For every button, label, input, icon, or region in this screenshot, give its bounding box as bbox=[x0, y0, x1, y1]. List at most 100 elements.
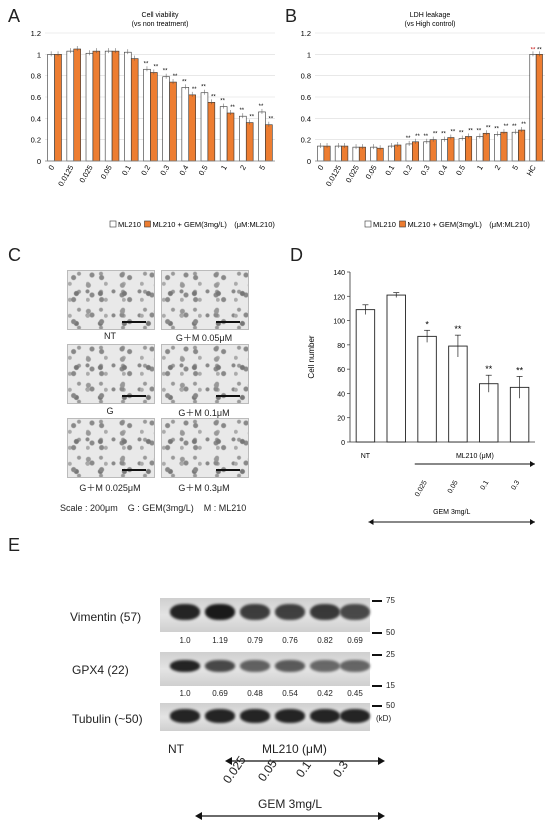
bar bbox=[124, 51, 132, 162]
ml210-arrow bbox=[225, 757, 385, 765]
tubulin-band bbox=[340, 709, 370, 723]
significance-star: ** bbox=[230, 105, 235, 111]
micrograph-gm-005 bbox=[161, 270, 249, 330]
panel-label-c: C bbox=[8, 245, 21, 265]
x-tick-label: 2 bbox=[493, 164, 503, 172]
significance-star: ** bbox=[537, 47, 542, 53]
marker-50a: 50 bbox=[386, 628, 395, 637]
chart-title: LDH leakage bbox=[410, 12, 451, 19]
bar bbox=[54, 54, 62, 162]
y-tick-label: 0.4 bbox=[301, 114, 311, 123]
y-tick-label: 0.8 bbox=[31, 72, 41, 81]
band-quant-value: 0.42 bbox=[317, 689, 333, 698]
tubulin-label: Tubulin (~50) bbox=[72, 712, 143, 726]
band-quant-value: 1.19 bbox=[212, 636, 228, 645]
panel-label-a: A bbox=[8, 6, 21, 26]
bar bbox=[465, 136, 473, 162]
legend-swatch bbox=[109, 220, 117, 228]
bar bbox=[405, 143, 413, 162]
legend-note: (μM:ML210) bbox=[234, 220, 275, 229]
nt-label: NT bbox=[168, 742, 184, 756]
significance-star: ** bbox=[451, 130, 456, 136]
x-tick-label: 0.05 bbox=[364, 164, 379, 181]
bar bbox=[518, 129, 526, 162]
significance-star: ** bbox=[211, 94, 216, 100]
micrograph-gm-0025 bbox=[67, 418, 155, 478]
micrograph-nt bbox=[67, 270, 155, 330]
significance-star: ** bbox=[486, 125, 491, 131]
x-tick-label: 0.0125 bbox=[324, 164, 343, 188]
legend-swatch bbox=[144, 220, 151, 228]
x-tick-label: 1 bbox=[475, 164, 485, 172]
x-tick-label: 0.05 bbox=[99, 164, 114, 181]
bar bbox=[188, 94, 196, 162]
band-quant-value: 0.82 bbox=[317, 636, 333, 645]
y-tick-label: 1 bbox=[37, 50, 41, 59]
x-tick-label: 0.5 bbox=[454, 164, 467, 178]
micrograph-label: G＋M 0.3μM bbox=[178, 483, 230, 493]
tubulin-band bbox=[170, 709, 200, 723]
bar bbox=[358, 146, 366, 162]
scale-bar bbox=[216, 395, 240, 397]
panel-label-d: D bbox=[290, 245, 303, 265]
significance-star: ** bbox=[512, 124, 517, 130]
legend-swatch bbox=[364, 220, 372, 228]
bar bbox=[317, 145, 325, 162]
bar bbox=[458, 138, 466, 162]
significance-star: ** bbox=[477, 128, 482, 134]
legend-label: ML210 + GEM(3mg/L) bbox=[153, 220, 228, 229]
x-tick-label: 0.025 bbox=[77, 164, 94, 185]
bar bbox=[394, 144, 402, 162]
significance-star: ** bbox=[259, 104, 264, 110]
marker-tick bbox=[372, 600, 382, 602]
y-tick-label: 0.2 bbox=[31, 136, 41, 145]
bar bbox=[535, 54, 543, 162]
significance-star: ** bbox=[192, 87, 197, 93]
bar bbox=[181, 87, 190, 162]
y-tick-label: 0.8 bbox=[301, 72, 311, 81]
significance-star: ** bbox=[406, 136, 411, 142]
gem-arrow bbox=[195, 812, 385, 820]
micrograph-label: G＋M 0.025μM bbox=[79, 483, 141, 493]
y-tick-label: 40 bbox=[337, 391, 345, 398]
cell-number-chart: 0 20 40 60 80 100 120 140 Cell number NT * 0.025 ** 0… bbox=[307, 270, 535, 525]
bar bbox=[386, 294, 406, 443]
band-quant-value: 1.0 bbox=[179, 636, 191, 645]
y-tick-label: 0.6 bbox=[31, 93, 41, 102]
marker-15: 15 bbox=[386, 681, 395, 690]
arrow-head bbox=[530, 461, 535, 467]
x-tick-label: 0.4 bbox=[177, 164, 190, 178]
bar bbox=[200, 92, 209, 162]
scale-bar bbox=[122, 321, 146, 323]
significance-star: ** bbox=[249, 115, 254, 121]
micrograph-gm-01 bbox=[161, 344, 249, 404]
bar bbox=[417, 335, 437, 443]
band-quant-value: 0.45 bbox=[347, 689, 363, 698]
x-tick-label: 5 bbox=[510, 164, 520, 172]
micrograph-label: G＋M 0.05μM bbox=[175, 333, 233, 343]
significance-star: ** bbox=[433, 132, 438, 138]
legend-label: ML210 + GEM(3mg/L) bbox=[408, 220, 483, 229]
band-quant-value: 1.0 bbox=[179, 689, 191, 698]
significance-star: ** bbox=[516, 365, 524, 375]
gpx4-band bbox=[310, 660, 340, 672]
vimentin-band bbox=[275, 604, 305, 620]
marker-tick bbox=[372, 685, 382, 687]
y-tick-label: 0 bbox=[37, 157, 41, 166]
micrograph-label: NT bbox=[104, 331, 116, 341]
vimentin-band bbox=[240, 604, 270, 620]
bar bbox=[500, 131, 508, 162]
y-tick-label: 60 bbox=[337, 367, 345, 374]
gpx4-label: GPX4 (22) bbox=[72, 663, 129, 677]
significance-star: ** bbox=[415, 134, 420, 140]
bar bbox=[258, 111, 266, 162]
x-tick-label: 0.5 bbox=[197, 164, 210, 178]
x-tick-label: 0.05 bbox=[447, 479, 460, 494]
marker-tick bbox=[372, 654, 382, 656]
bar bbox=[162, 76, 170, 162]
kd-unit: (kD) bbox=[376, 714, 392, 723]
significance-star: ** bbox=[144, 61, 149, 67]
y-tick-label: 140 bbox=[333, 270, 345, 277]
marker-tick bbox=[372, 632, 382, 634]
bar bbox=[143, 68, 151, 162]
